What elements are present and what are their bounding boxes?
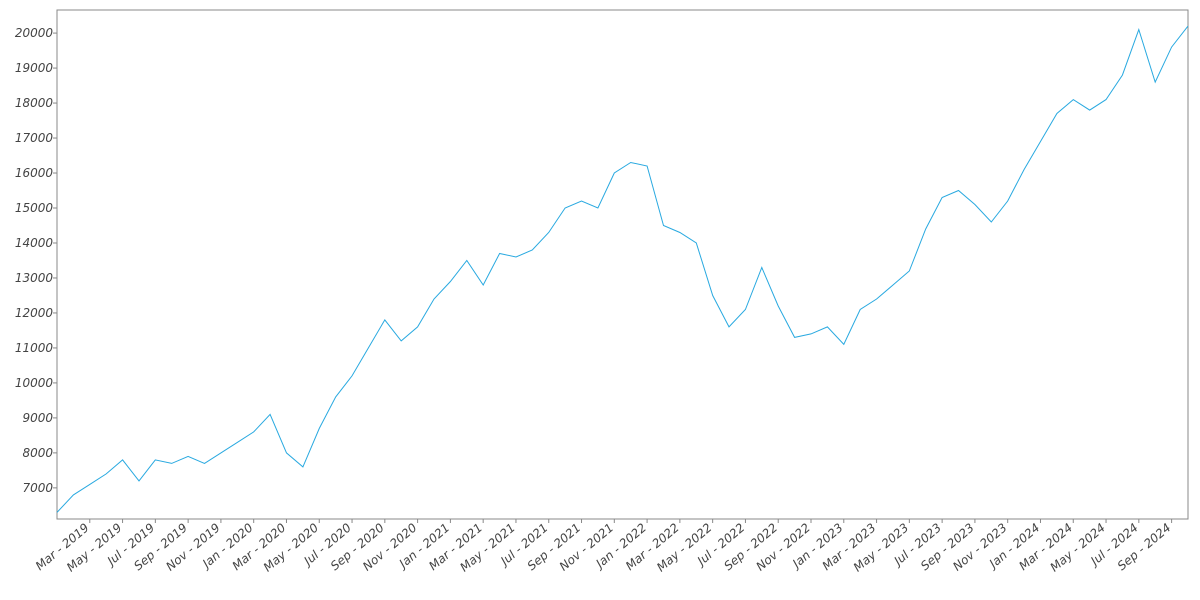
y-tick-label: 19000 xyxy=(15,61,54,75)
y-tick-label: 10000 xyxy=(15,376,54,390)
y-tick-label: 9000 xyxy=(22,411,53,425)
y-tick-label: 7000 xyxy=(22,481,53,495)
y-tick-label: 11000 xyxy=(15,341,54,355)
y-tick-label: 16000 xyxy=(15,166,54,180)
line-series xyxy=(56,25,1189,513)
y-tick-label: 15000 xyxy=(15,201,54,215)
plot-frame xyxy=(56,9,1189,520)
y-tick-label: 18000 xyxy=(15,96,54,110)
y-tick-label: 14000 xyxy=(15,236,54,250)
y-tick-label: 17000 xyxy=(15,131,54,145)
y-tick-label: 13000 xyxy=(15,271,54,285)
y-tick-label: 8000 xyxy=(22,446,53,460)
y-tick-label: 12000 xyxy=(15,306,54,320)
y-tick-label: 20000 xyxy=(15,26,54,40)
